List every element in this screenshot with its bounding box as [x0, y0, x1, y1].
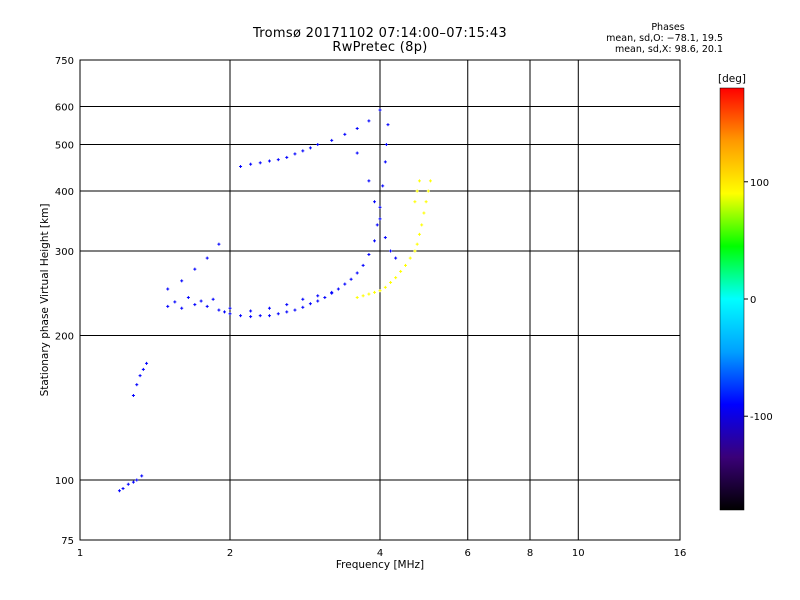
y-axis-label: Stationary phase Virtual Height [km] — [39, 204, 51, 397]
axis-ticks: 1 2 4 6 8 10 16 75 100 200 300 400 500 600 750 — [55, 56, 686, 559]
phase-stats-o: mean, sd,O: −78.1, 19.5 — [606, 33, 723, 44]
x-tick-label: 4 — [377, 548, 383, 559]
data-points — [117, 108, 432, 493]
y-tick-label: 300 — [55, 247, 74, 258]
y-tick-label: 600 — [55, 103, 74, 114]
colorbar-label: [deg] — [718, 73, 746, 85]
y-tick-label: 750 — [55, 56, 74, 67]
x-axis-label: Frequency [MHz] — [336, 559, 424, 571]
x-tick-label: 1 — [77, 548, 83, 559]
grid-lines — [79, 59, 681, 541]
colorbar-tick-label: 100 — [750, 178, 769, 189]
chart-title: Tromsø 20171102 07:14:00–07:15:43 — [252, 26, 508, 41]
colorbar-tick-label: -100 — [750, 412, 773, 423]
x-tick-label: 10 — [572, 548, 585, 559]
colorbar: [deg] -100 0 100 — [718, 73, 773, 511]
y-tick-label: 75 — [61, 536, 74, 547]
x-tick-label: 2 — [227, 548, 233, 559]
colorbar-tick-label: 0 — [750, 295, 756, 306]
plot-frame — [79, 59, 681, 541]
y-tick-label: 200 — [55, 332, 74, 343]
phase-stats-x: mean, sd,X: 98.6, 20.1 — [614, 44, 723, 55]
phase-stats: Phases mean, sd,O: −78.1, 19.5 mean, sd,… — [563, 22, 723, 55]
y-tick-label: 400 — [55, 187, 74, 198]
chart-subtitle: RwPretec (8p) — [332, 40, 428, 55]
colorbar-fill — [719, 87, 745, 511]
phase-stats-title: Phases — [651, 22, 685, 33]
x-tick-label: 16 — [674, 548, 687, 559]
y-tick-label: 100 — [55, 476, 74, 487]
y-tick-label: 500 — [55, 141, 74, 152]
x-tick-label: 6 — [465, 548, 471, 559]
x-tick-label: 8 — [527, 548, 533, 559]
